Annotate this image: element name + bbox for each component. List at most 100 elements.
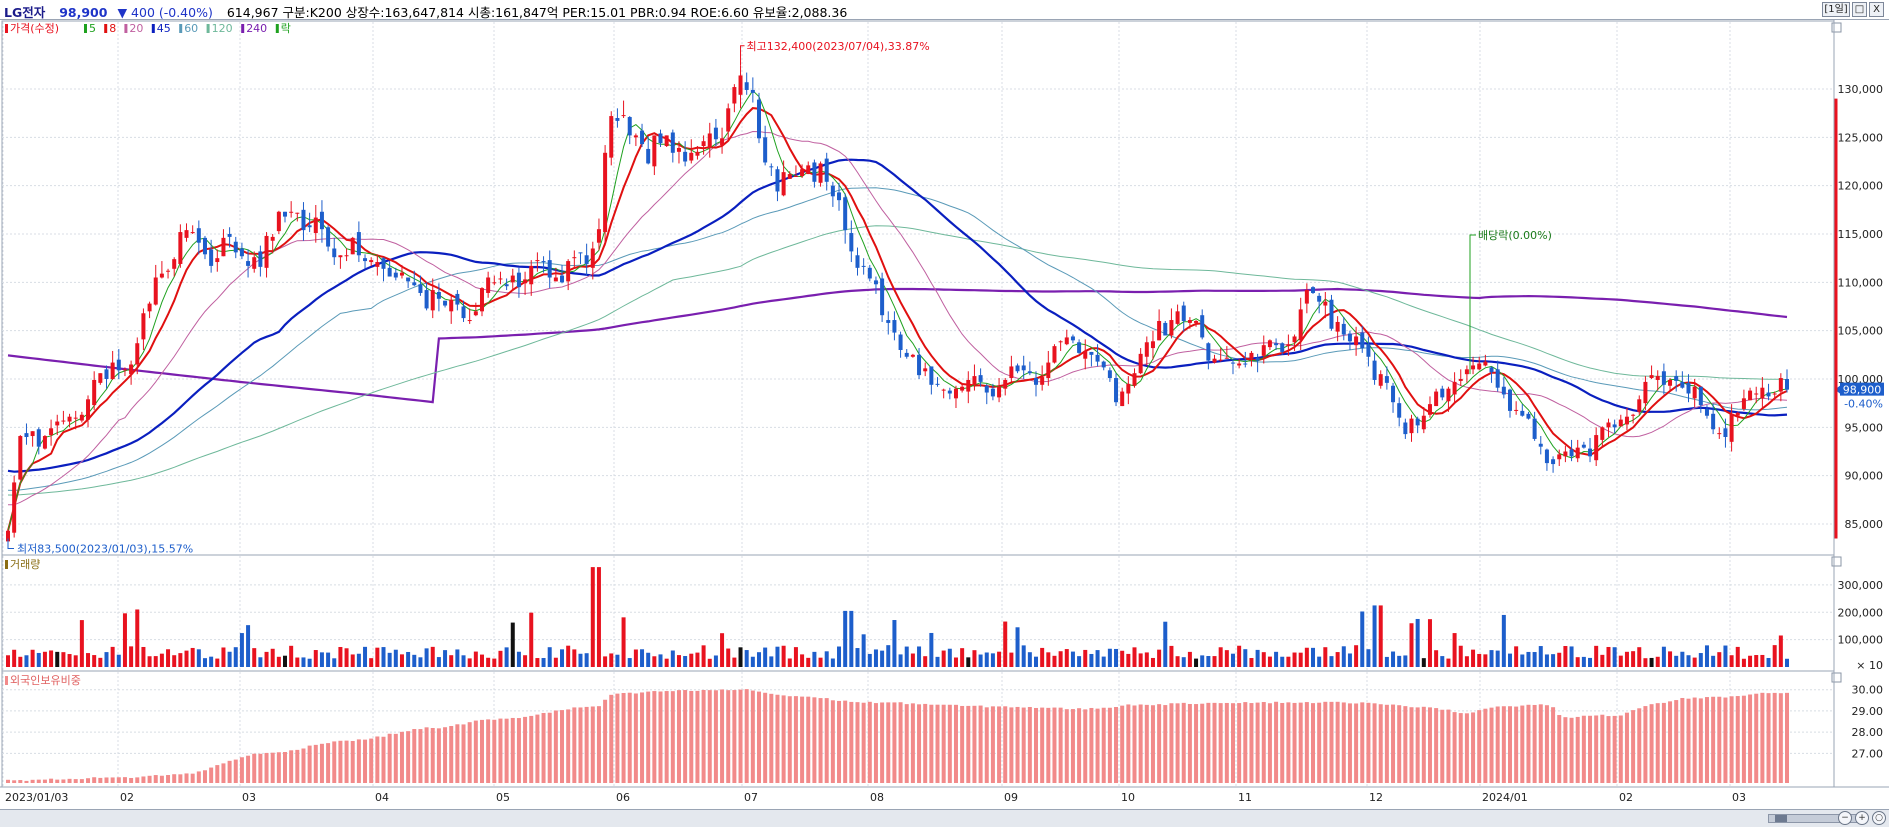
volume-bar: [689, 653, 694, 667]
volume-bar: [239, 633, 244, 667]
price-tick-label: 95,000: [1845, 421, 1884, 434]
foreign-bar: [1347, 703, 1352, 783]
candle-body: [1027, 371, 1032, 374]
current-change-label: -0.40%: [1844, 398, 1883, 411]
foreign-bar: [1360, 702, 1365, 783]
candle-body: [1649, 375, 1654, 379]
legend-label: 5: [89, 22, 96, 35]
candle-body: [129, 364, 134, 375]
volume-bar: [633, 649, 638, 667]
foreign-bar: [1021, 707, 1026, 783]
candle-body: [1594, 435, 1599, 461]
foreign-bar: [350, 740, 355, 783]
volume-bar: [1440, 656, 1445, 667]
foreign-bar: [1661, 702, 1666, 783]
volume-bar: [449, 655, 454, 667]
foreign-bar: [713, 690, 718, 783]
volume-bar: [1311, 647, 1316, 667]
zoom-out-icon[interactable]: −: [1838, 811, 1852, 825]
close-button[interactable]: X: [1869, 2, 1884, 17]
period-button[interactable]: [1일]: [1822, 2, 1850, 17]
candle-body: [1286, 344, 1291, 347]
volume-bar: [350, 654, 355, 667]
foreign-bar: [1261, 702, 1266, 783]
volume-bar: [1569, 646, 1574, 667]
volume-bar: [1372, 605, 1377, 667]
volume-bar: [713, 655, 718, 667]
volume-bar: [695, 652, 700, 667]
current-price: 98,900: [59, 5, 108, 20]
candle-body: [670, 132, 675, 153]
candle-body: [566, 261, 571, 282]
candle-body: [1784, 379, 1790, 390]
zoom-reset-icon[interactable]: ○: [1872, 811, 1886, 825]
foreign-bar: [344, 740, 349, 783]
candle-body: [1169, 320, 1174, 336]
volume-bar: [929, 632, 934, 667]
candle-body: [904, 352, 909, 357]
candle-body: [1292, 336, 1297, 343]
candle-body: [492, 282, 497, 284]
candle-body: [1335, 321, 1340, 332]
foreign-bar: [1009, 707, 1014, 783]
foreign-bar: [732, 690, 737, 783]
zoom-in-icon[interactable]: +: [1855, 811, 1869, 825]
volume-bar: [1643, 658, 1648, 667]
candle-body: [1446, 388, 1451, 402]
candle-body: [338, 255, 343, 258]
volume-bar: [978, 654, 983, 667]
volume-bar: [1723, 645, 1728, 667]
candle-body: [1304, 290, 1309, 304]
volume-bar: [98, 657, 103, 667]
foreign-bar: [1015, 706, 1020, 783]
foreign-bar: [504, 718, 509, 783]
maximize-button[interactable]: □: [1852, 2, 1867, 17]
candle-body: [289, 211, 294, 213]
foreign-bar: [98, 777, 103, 783]
foreign-bar: [1070, 709, 1075, 783]
foreign-bar: [1384, 704, 1389, 783]
candle-body: [498, 278, 503, 280]
candle-body: [1138, 353, 1143, 374]
volume-bar: [1575, 657, 1580, 667]
candle-body: [1230, 362, 1235, 364]
volume-tick-label: 100,000: [1838, 634, 1884, 647]
candle-body: [1427, 404, 1432, 415]
candle-body: [793, 176, 798, 177]
candle-body: [209, 249, 214, 266]
foreign-bar: [1458, 713, 1463, 783]
foreign-bar: [239, 757, 244, 783]
foreign-bar: [769, 693, 774, 783]
foreign-bar: [1723, 697, 1728, 783]
volume-bar: [990, 653, 995, 667]
stock-name[interactable]: LG전자: [4, 5, 46, 20]
candle-body: [1544, 449, 1549, 464]
volume-bar: [295, 657, 300, 667]
foreign-bar: [750, 690, 755, 783]
foreign-bar: [929, 704, 934, 783]
volume-bar: [769, 656, 774, 667]
candle-body: [713, 127, 718, 140]
candle-body: [633, 135, 638, 138]
volume-bar: [473, 651, 478, 667]
grid-lines: [2, 22, 1834, 786]
candle-body: [541, 261, 546, 263]
candle-body: [239, 248, 244, 257]
foreign-bar: [824, 698, 829, 783]
foreign-bar: [658, 691, 663, 783]
scroll-thumb[interactable]: [1775, 815, 1787, 822]
chart-area[interactable]: 130,000 125,000 120,000 115,000 110,000 105,0…: [0, 19, 1889, 809]
candle-body: [399, 272, 404, 276]
foreign-bar: [1194, 704, 1199, 783]
candle-body: [1224, 357, 1229, 359]
volume-bar: [609, 653, 614, 667]
foreign-bar: [356, 739, 361, 783]
foreign-bar: [221, 763, 226, 783]
foreign-bar: [1643, 706, 1648, 783]
volume-bar: [1347, 653, 1352, 667]
volume-bar: [424, 648, 429, 667]
candle-body: [1698, 386, 1703, 406]
foreign-bar: [689, 690, 694, 783]
candle-body: [449, 299, 454, 312]
candle-body: [412, 282, 417, 286]
